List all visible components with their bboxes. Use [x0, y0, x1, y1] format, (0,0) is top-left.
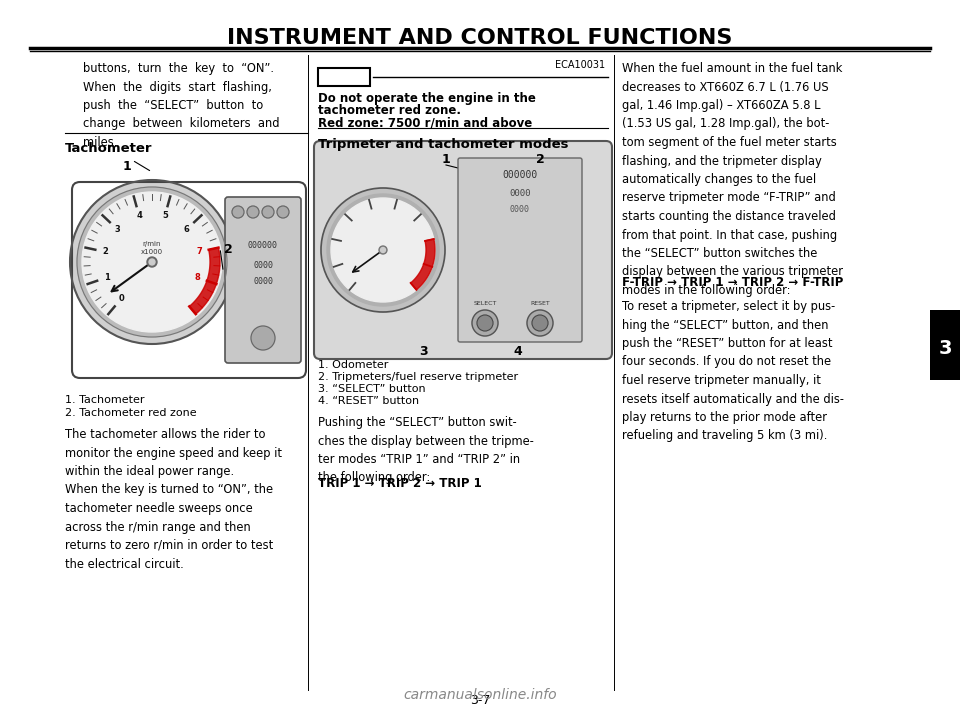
- Text: 1: 1: [442, 153, 450, 166]
- Text: TRIP 1 → TRIP 2 → TRIP 1: TRIP 1 → TRIP 2 → TRIP 1: [318, 477, 482, 490]
- Text: 7: 7: [196, 247, 202, 256]
- Text: 4: 4: [136, 211, 142, 220]
- Text: 3-7: 3-7: [469, 694, 491, 707]
- Text: When the fuel amount in the fuel tank
decreases to XT660Z 6.7 L (1.76 US
gal, 1.: When the fuel amount in the fuel tank de…: [622, 62, 843, 297]
- Polygon shape: [411, 239, 435, 290]
- Bar: [930, 310, 960, 380]
- Bar: [318, 68, 370, 86]
- FancyBboxPatch shape: [458, 158, 582, 342]
- Text: 2: 2: [224, 243, 232, 256]
- Text: 1. Tachometer: 1. Tachometer: [65, 395, 145, 405]
- Circle shape: [82, 192, 222, 332]
- Text: 0000: 0000: [510, 204, 530, 214]
- Text: 3. “SELECT” button: 3. “SELECT” button: [318, 384, 425, 394]
- Text: 3: 3: [938, 339, 951, 358]
- Text: The tachometer allows the rider to
monitor the engine speed and keep it
within t: The tachometer allows the rider to monit…: [65, 428, 282, 570]
- Text: Tripmeter and tachometer modes: Tripmeter and tachometer modes: [318, 138, 568, 151]
- Circle shape: [327, 194, 439, 306]
- Text: Tachometer: Tachometer: [65, 142, 153, 155]
- Circle shape: [527, 310, 553, 336]
- Circle shape: [477, 315, 493, 331]
- Text: ECA10031: ECA10031: [555, 60, 605, 70]
- Text: 4. “RESET” button: 4. “RESET” button: [318, 396, 420, 406]
- Text: tachometer red zone.: tachometer red zone.: [318, 104, 461, 117]
- Circle shape: [472, 310, 498, 336]
- Polygon shape: [189, 248, 220, 314]
- Text: 8: 8: [195, 273, 201, 282]
- FancyBboxPatch shape: [225, 197, 301, 363]
- Text: carmanualsonline.info: carmanualsonline.info: [403, 688, 557, 702]
- Text: 2: 2: [536, 153, 544, 166]
- Text: 5: 5: [162, 211, 168, 220]
- Text: 1: 1: [104, 273, 109, 282]
- Text: 3: 3: [419, 345, 427, 358]
- Text: 0000: 0000: [509, 189, 531, 197]
- Text: 000000: 000000: [248, 241, 278, 249]
- Text: 2: 2: [102, 247, 108, 256]
- Circle shape: [331, 198, 435, 302]
- Circle shape: [149, 259, 155, 265]
- Text: To reset a tripmeter, select it by pus-
hing the “SELECT” button, and then
push : To reset a tripmeter, select it by pus- …: [622, 300, 844, 442]
- Text: 3: 3: [114, 224, 120, 234]
- Text: 0: 0: [118, 294, 124, 303]
- Text: 1: 1: [123, 160, 132, 173]
- Circle shape: [379, 246, 387, 254]
- Circle shape: [251, 326, 275, 350]
- Text: 2. Tripmeters/fuel reserve tripmeter: 2. Tripmeters/fuel reserve tripmeter: [318, 372, 518, 382]
- Text: INSTRUMENT AND CONTROL FUNCTIONS: INSTRUMENT AND CONTROL FUNCTIONS: [228, 28, 732, 48]
- Text: 0000: 0000: [253, 261, 273, 270]
- Text: SELECT: SELECT: [473, 301, 496, 306]
- Circle shape: [277, 206, 289, 218]
- Circle shape: [70, 180, 234, 344]
- Text: Do not operate the engine in the: Do not operate the engine in the: [318, 92, 536, 105]
- Text: RESET: RESET: [530, 301, 550, 306]
- Text: F-TRIP → TRIP 1 → TRIP 2 → F-TRIP: F-TRIP → TRIP 1 → TRIP 2 → F-TRIP: [622, 276, 844, 289]
- Circle shape: [262, 206, 274, 218]
- Text: 6: 6: [184, 224, 190, 234]
- Circle shape: [321, 188, 445, 312]
- Circle shape: [77, 187, 227, 337]
- Circle shape: [532, 315, 548, 331]
- FancyBboxPatch shape: [314, 141, 612, 359]
- Text: Pushing the “SELECT” button swit-
ches the display between the tripme-
ter modes: Pushing the “SELECT” button swit- ches t…: [318, 416, 534, 484]
- Text: NOTICE: NOTICE: [321, 69, 370, 82]
- Text: 1. Odometer: 1. Odometer: [318, 360, 389, 370]
- Text: buttons,  turn  the  key  to  “ON”.
When  the  digits  start  flashing,
push  th: buttons, turn the key to “ON”. When the …: [83, 62, 279, 149]
- Text: 000000: 000000: [502, 170, 538, 180]
- Text: 4: 4: [514, 345, 522, 358]
- Text: 2. Tachometer red zone: 2. Tachometer red zone: [65, 408, 197, 418]
- Text: Red zone: 7500 r/min and above: Red zone: 7500 r/min and above: [318, 116, 532, 129]
- Text: r/min: r/min: [143, 241, 161, 247]
- Circle shape: [247, 206, 259, 218]
- Circle shape: [380, 248, 386, 253]
- Text: x1000: x1000: [141, 249, 163, 255]
- Circle shape: [232, 206, 244, 218]
- Text: 0000: 0000: [253, 278, 273, 286]
- Circle shape: [147, 257, 157, 267]
